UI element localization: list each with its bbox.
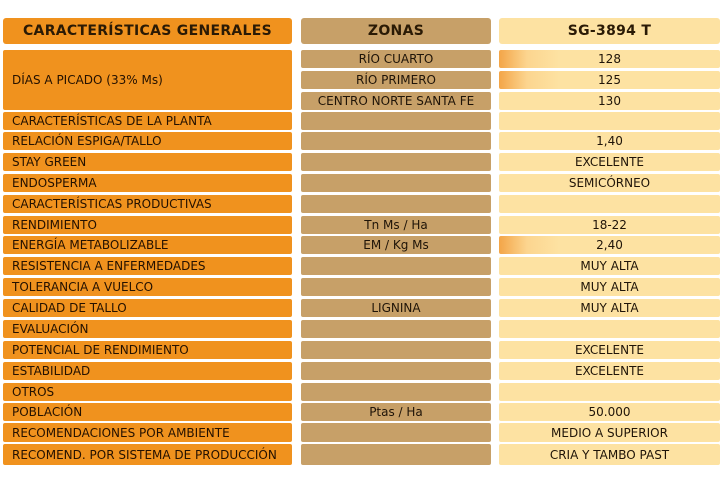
zona-cell: RÍO PRIMERO [301, 71, 491, 89]
row-label: RELACIÓN ESPIGA/TALLO [3, 132, 292, 150]
value-cell: MUY ALTA [499, 299, 720, 317]
zona-cell [301, 257, 491, 275]
row-label: STAY GREEN [3, 153, 292, 171]
value-cell: MEDIO A SUPERIOR [499, 423, 720, 442]
zona-cell [301, 341, 491, 359]
row-label: RENDIMIENTO [3, 216, 292, 234]
value-cell: 130 [499, 92, 720, 110]
zona-cell: EM / Kg Ms [301, 236, 491, 254]
dias-a-picado-label: DÍAS A PICADO (33% Ms) [3, 50, 292, 110]
header-caracteristicas: CARACTERÍSTICAS GENERALES [3, 18, 292, 44]
zona-cell: Ptas / Ha [301, 403, 491, 421]
row-label: RESISTENCIA A ENFERMEDADES [3, 257, 292, 275]
value-cell: 1,40 [499, 132, 720, 150]
zona-cell: LIGNINA [301, 299, 491, 317]
value-cell: 18-22 [499, 216, 720, 234]
value-cell: EXCELENTE [499, 153, 720, 171]
value-cell: 125 [499, 71, 720, 89]
value-cell [499, 383, 720, 401]
row-label: ESTABILIDAD [3, 362, 292, 380]
zona-cell [301, 174, 491, 192]
zona-cell [301, 195, 491, 213]
zona-cell: Tn Ms / Ha [301, 216, 491, 234]
zona-cell [301, 423, 491, 442]
zona-cell [301, 278, 491, 296]
zona-cell [301, 362, 491, 380]
value-cell: MUY ALTA [499, 257, 720, 275]
value-cell: 128 [499, 50, 720, 68]
value-cell: MUY ALTA [499, 278, 720, 296]
row-label: CARACTERÍSTICAS DE LA PLANTA [3, 112, 292, 130]
row-label: ENDOSPERMA [3, 174, 292, 192]
header-zonas: ZONAS [301, 18, 491, 44]
value-cell: CRIA Y TAMBO PAST [499, 444, 720, 465]
zona-cell [301, 153, 491, 171]
row-label: ENERGÍA METABOLIZABLE [3, 236, 292, 254]
header-hybrid: SG-3894 T [499, 18, 720, 44]
row-label: CARACTERÍSTICAS PRODUCTIVAS [3, 195, 292, 213]
row-label: TOLERANCIA A VUELCO [3, 278, 292, 296]
row-label: RECOMEND. POR SISTEMA DE PRODUCCIÓN [3, 444, 292, 465]
value-cell: EXCELENTE [499, 362, 720, 380]
row-label: EVALUACIÓN [3, 320, 292, 338]
value-cell: 2,40 [499, 236, 720, 254]
zona-cell: CENTRO NORTE SANTA FE [301, 92, 491, 110]
value-cell [499, 320, 720, 338]
zona-cell [301, 132, 491, 150]
value-cell [499, 195, 720, 213]
value-cell: SEMICÓRNEO [499, 174, 720, 192]
zona-cell [301, 444, 491, 465]
value-cell: 50.000 [499, 403, 720, 421]
row-label: POBLACIÓN [3, 403, 292, 421]
zona-cell [301, 383, 491, 401]
zona-cell: RÍO CUARTO [301, 50, 491, 68]
row-label: POTENCIAL DE RENDIMIENTO [3, 341, 292, 359]
row-label: OTROS [3, 383, 292, 401]
value-cell [499, 112, 720, 130]
row-label: CALIDAD DE TALLO [3, 299, 292, 317]
zona-cell [301, 112, 491, 130]
value-cell: EXCELENTE [499, 341, 720, 359]
row-label: RECOMENDACIONES POR AMBIENTE [3, 423, 292, 442]
zona-cell [301, 320, 491, 338]
